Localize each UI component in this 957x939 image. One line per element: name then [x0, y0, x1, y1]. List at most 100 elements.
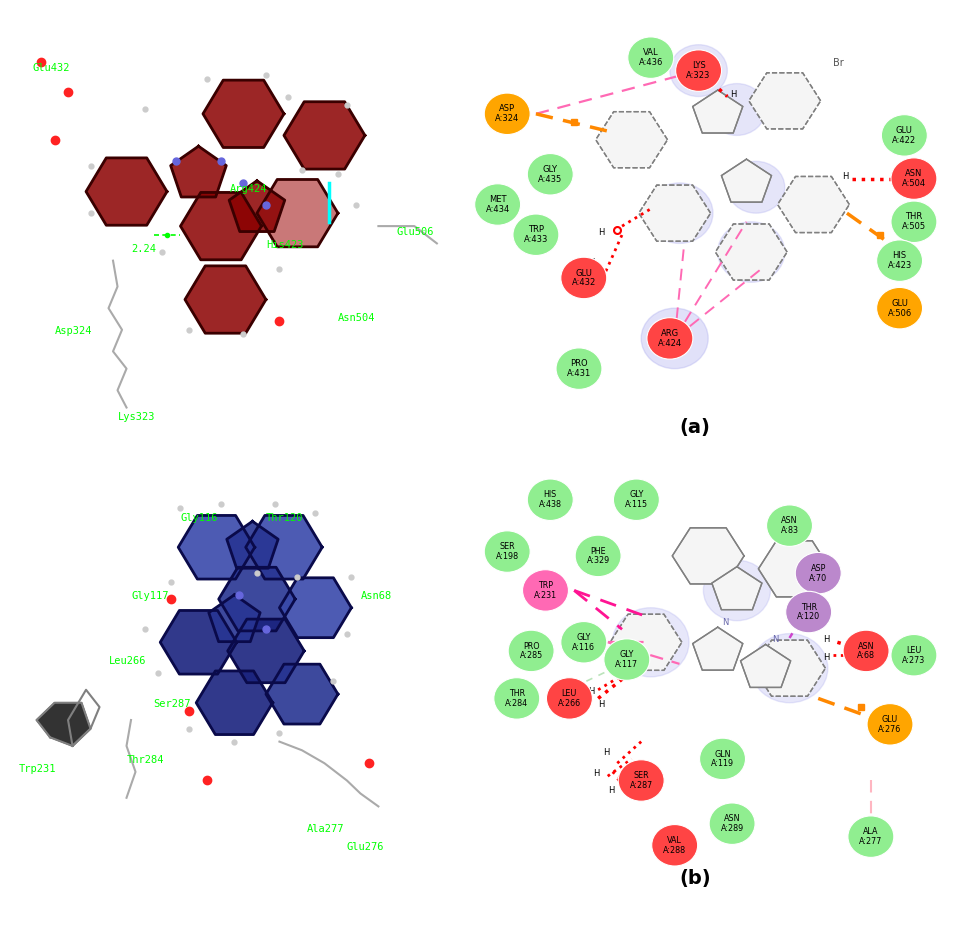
Text: HIS
A:438: HIS A:438 [539, 490, 562, 509]
Circle shape [786, 592, 832, 633]
Polygon shape [611, 614, 681, 670]
Text: PHE
A:329: PHE A:329 [587, 546, 610, 565]
Text: Thr284: Thr284 [126, 755, 164, 765]
Circle shape [575, 535, 621, 577]
Polygon shape [203, 80, 284, 147]
Circle shape [604, 639, 650, 680]
Text: ASP
A:70: ASP A:70 [810, 563, 827, 582]
Circle shape [676, 50, 722, 91]
Text: Glu276: Glu276 [346, 841, 385, 852]
Circle shape [767, 505, 812, 546]
Text: Thr120: Thr120 [266, 514, 303, 523]
Text: Br: Br [833, 58, 843, 69]
Polygon shape [693, 90, 743, 133]
Text: Asn504: Asn504 [338, 313, 375, 323]
Text: GLN
A:119: GLN A:119 [711, 749, 734, 768]
Text: H: H [823, 653, 830, 662]
Text: H: H [598, 228, 605, 237]
Polygon shape [722, 159, 771, 202]
Text: GLU
A:276: GLU A:276 [879, 715, 901, 733]
Text: SER
A:287: SER A:287 [630, 771, 653, 790]
Text: Leu266: Leu266 [108, 655, 146, 666]
Circle shape [867, 703, 913, 745]
Text: His423: His423 [266, 239, 303, 250]
Text: Gly117: Gly117 [131, 591, 168, 601]
Circle shape [881, 115, 927, 156]
Text: GLY
A:117: GLY A:117 [615, 650, 638, 669]
Circle shape [494, 678, 540, 719]
Circle shape [709, 803, 755, 844]
Text: H: H [603, 747, 610, 757]
Text: Trp231: Trp231 [18, 763, 56, 774]
Text: H: H [598, 700, 605, 709]
Text: TRP
A:231: TRP A:231 [534, 581, 557, 600]
Text: Gly116: Gly116 [181, 514, 218, 523]
Polygon shape [181, 192, 261, 260]
Polygon shape [178, 516, 255, 579]
Circle shape [546, 678, 592, 719]
Text: GLU
A:422: GLU A:422 [892, 126, 917, 145]
Circle shape [670, 45, 727, 97]
Circle shape [646, 183, 713, 243]
Circle shape [513, 214, 559, 255]
Polygon shape [170, 146, 226, 197]
Text: N: N [772, 636, 778, 644]
Text: THR
A:120: THR A:120 [797, 603, 820, 622]
Polygon shape [778, 177, 850, 233]
Text: GLY
A:116: GLY A:116 [572, 633, 595, 652]
Text: H: H [589, 258, 595, 267]
Text: ASN
A:68: ASN A:68 [857, 641, 875, 660]
Text: H: H [593, 769, 600, 778]
Text: GLY
A:435: GLY A:435 [538, 165, 563, 184]
Polygon shape [196, 671, 273, 734]
Text: ASN
A:504: ASN A:504 [901, 169, 926, 188]
Circle shape [848, 816, 894, 857]
Circle shape [843, 630, 889, 671]
Polygon shape [754, 640, 825, 696]
Polygon shape [219, 567, 295, 631]
Polygon shape [749, 73, 821, 129]
Circle shape [527, 154, 573, 195]
Text: TRP
A:433: TRP A:433 [523, 225, 548, 244]
Text: Lys323: Lys323 [118, 412, 155, 423]
Text: H: H [730, 89, 736, 99]
Polygon shape [36, 702, 91, 746]
Text: ALA
A:277: ALA A:277 [859, 827, 882, 846]
Text: Asn68: Asn68 [361, 591, 391, 601]
Polygon shape [266, 664, 338, 724]
Circle shape [556, 348, 602, 390]
Polygon shape [229, 180, 285, 232]
Circle shape [484, 531, 530, 572]
Text: Asp324: Asp324 [55, 326, 92, 336]
Polygon shape [86, 158, 167, 225]
Polygon shape [712, 566, 762, 609]
Text: Ala277: Ala277 [306, 824, 344, 835]
Text: LEU
A:266: LEU A:266 [558, 689, 581, 708]
Circle shape [877, 240, 923, 282]
Polygon shape [228, 619, 304, 683]
Text: Arg424: Arg424 [230, 183, 267, 193]
Circle shape [718, 222, 785, 283]
Circle shape [628, 37, 674, 78]
Circle shape [613, 479, 659, 520]
Polygon shape [716, 224, 787, 280]
Circle shape [527, 479, 573, 520]
Text: VAL
A:436: VAL A:436 [638, 48, 663, 67]
Text: VAL
A:288: VAL A:288 [663, 836, 686, 854]
Text: H: H [823, 636, 830, 644]
Polygon shape [759, 541, 831, 597]
Circle shape [703, 561, 770, 621]
Circle shape [647, 317, 693, 359]
Text: THR
A:505: THR A:505 [901, 212, 926, 231]
Polygon shape [227, 521, 278, 568]
Text: PRO
A:285: PRO A:285 [520, 641, 543, 660]
Polygon shape [741, 644, 790, 687]
Circle shape [700, 738, 746, 779]
Circle shape [891, 201, 937, 242]
Text: LEU
A:273: LEU A:273 [902, 646, 925, 665]
Polygon shape [160, 610, 236, 674]
Circle shape [708, 84, 766, 135]
Text: SER
A:198: SER A:198 [496, 542, 519, 561]
Text: ASN
A:83: ASN A:83 [781, 516, 798, 535]
Text: LYS
A:323: LYS A:323 [686, 61, 711, 80]
